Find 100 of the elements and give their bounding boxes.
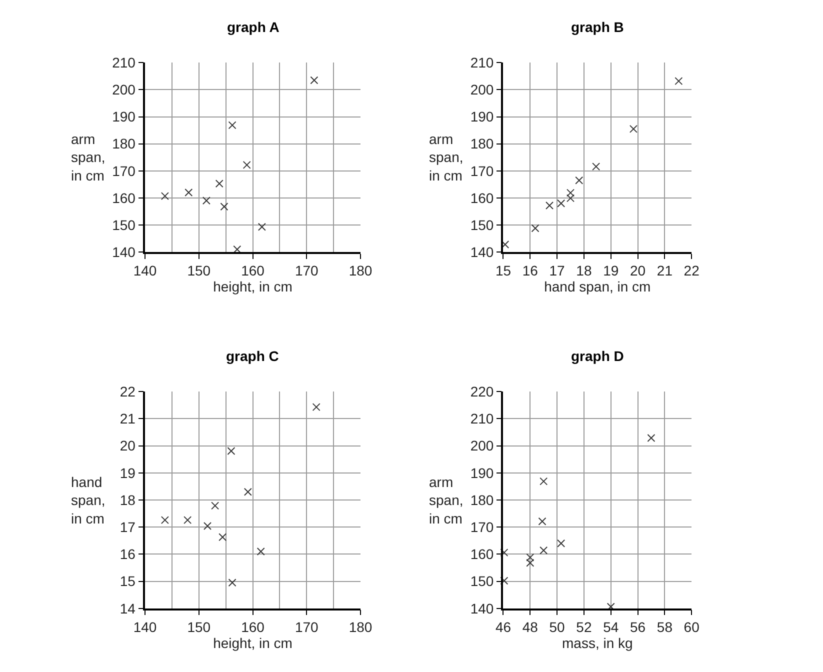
x-tick-label: 18 [576,262,592,279]
y-tick-label: 210 [470,54,494,71]
y-tick-label: 210 [112,54,136,71]
y-tick-label: 21 [120,410,136,427]
y-axis-title: arm span, in cm [429,474,464,526]
x-tick-label: 17 [549,262,566,279]
x-axis-title: hand span, in cm [544,278,651,295]
x-tick-label: 170 [294,262,319,279]
x-tick-label: 50 [549,618,566,635]
point [531,224,540,232]
chart-title: graph C [226,348,279,364]
point [500,576,508,585]
point [256,547,265,556]
x-axis-title: height, in cm [213,634,292,651]
y-tick-label: 210 [470,410,494,427]
y-tick-label: 190 [470,464,494,481]
x-tick-label: 19 [603,262,619,279]
x-tick-label: 150 [187,618,211,635]
point [310,76,318,84]
x-tick-label: 46 [495,618,512,635]
y-tick-label: 160 [470,190,494,206]
point [557,539,566,548]
y-tick-label: 180 [470,136,494,152]
x-tick-label: 150 [187,262,211,279]
y-tick-label: 19 [120,464,136,481]
y-tick-label: 220 [470,384,494,400]
y-tick-label: 14 [120,600,136,616]
x-tick-label: 140 [133,262,157,279]
point [526,558,534,567]
chart-title: graph B [571,19,624,35]
x-tick-label: 60 [684,618,700,635]
x-tick-label: 22 [684,262,700,279]
y-tick-label: 150 [470,573,494,590]
y-tick-label: 170 [470,518,494,535]
point [228,578,236,587]
point [204,522,212,530]
x-tick-label: 21 [656,262,673,279]
y-tick-label: 150 [470,216,494,233]
x-axis-title: height, in cm [213,278,292,295]
point [540,546,548,554]
x-tick-label: 52 [576,618,592,635]
point [557,199,566,208]
point [566,194,575,202]
x-tick-label: 54 [603,618,619,635]
y-tick-label: 190 [112,108,136,125]
point [526,553,534,562]
x-tick-label: 160 [241,618,265,635]
point [202,196,210,205]
y-tick-label: 140 [112,244,136,260]
point [566,188,575,197]
point [538,517,546,526]
point [500,548,508,557]
x-tick-label: 56 [630,618,646,635]
x-tick-label: 160 [241,262,265,279]
y-tick-label: 160 [470,546,494,562]
y-tick-label: 140 [470,600,494,616]
y-tick-label: 140 [470,244,494,260]
y-tick-label: 18 [120,492,136,508]
y-tick-label: 170 [112,162,136,179]
point [592,162,600,171]
y-tick-label: 160 [112,190,136,206]
point [312,403,320,412]
chart-title: graph D [571,348,624,364]
x-tick-label: 58 [656,618,673,635]
x-tick-label: 140 [133,618,157,635]
point [160,192,169,200]
point [218,533,227,542]
y-tick-label: 15 [120,573,136,590]
y-tick-label: 16 [120,546,136,562]
point [227,446,236,455]
y-axis-title: arm span, in cm [429,131,464,184]
chart-title: graph A [227,19,280,35]
point [184,188,193,197]
x-tick-label: 16 [522,262,538,279]
y-axis-title: arm span, in cm [71,131,106,184]
point [258,222,266,231]
point [540,477,548,486]
y-tick-label: 200 [112,82,136,98]
point [184,516,192,524]
y-tick-label: 190 [470,108,494,125]
x-tick-label: 180 [348,262,372,279]
y-axis-title: hand span, in cm [71,474,106,526]
y-tick-label: 200 [470,82,494,98]
y-tick-label: 170 [470,162,494,179]
x-tick-label: 20 [630,262,646,279]
point [575,176,584,184]
point [242,160,251,169]
point [647,434,656,442]
x-axis-title: mass, in kg [562,634,633,651]
x-tick-label: 48 [522,618,538,635]
point [244,488,252,496]
y-tick-label: 200 [470,438,494,454]
x-tick-label: 15 [495,262,512,279]
point [215,180,224,188]
y-tick-label: 22 [120,384,136,400]
point [211,502,220,510]
x-tick-label: 170 [294,618,319,635]
y-tick-label: 180 [112,136,136,152]
y-tick-label: 180 [470,492,494,508]
y-tick-label: 20 [120,438,136,454]
